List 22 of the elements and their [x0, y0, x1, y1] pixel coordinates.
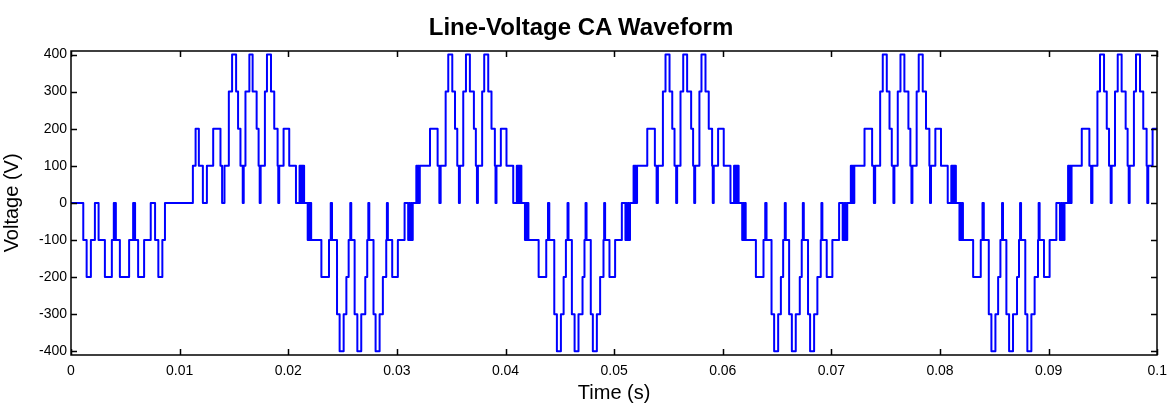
x-tick-label: 0.1	[1147, 362, 1168, 379]
y-tick-label: 0	[59, 193, 68, 210]
x-tick-label: 0.01	[166, 362, 194, 379]
y-tick-label: -100	[38, 230, 68, 247]
y-tick-label: -300	[38, 305, 68, 322]
y-tick-label: -200	[38, 267, 68, 284]
y-tick-label: 100	[43, 156, 68, 173]
x-tick-label: 0.02	[274, 362, 303, 379]
y-axis-title: Voltage (V)	[0, 153, 22, 253]
x-tick-label: 0.07	[817, 362, 846, 379]
x-axis-title: Time (s)	[577, 380, 651, 403]
x-tick-label: 0.05	[600, 362, 628, 379]
x-tick-label: 0.03	[383, 362, 411, 379]
chart-title: Line-Voltage CA Waveform	[428, 13, 734, 41]
x-tick-label: 0.04	[491, 362, 520, 379]
x-tick-label: 0.08	[926, 362, 954, 379]
y-tick-label: 300	[43, 82, 68, 99]
y-tick-label: 200	[43, 119, 68, 136]
x-tick-label: 0.09	[1035, 362, 1063, 379]
y-tick-label: -400	[38, 342, 68, 359]
y-tick-label: 400	[43, 45, 68, 62]
x-tick-label: 0.06	[709, 362, 737, 379]
